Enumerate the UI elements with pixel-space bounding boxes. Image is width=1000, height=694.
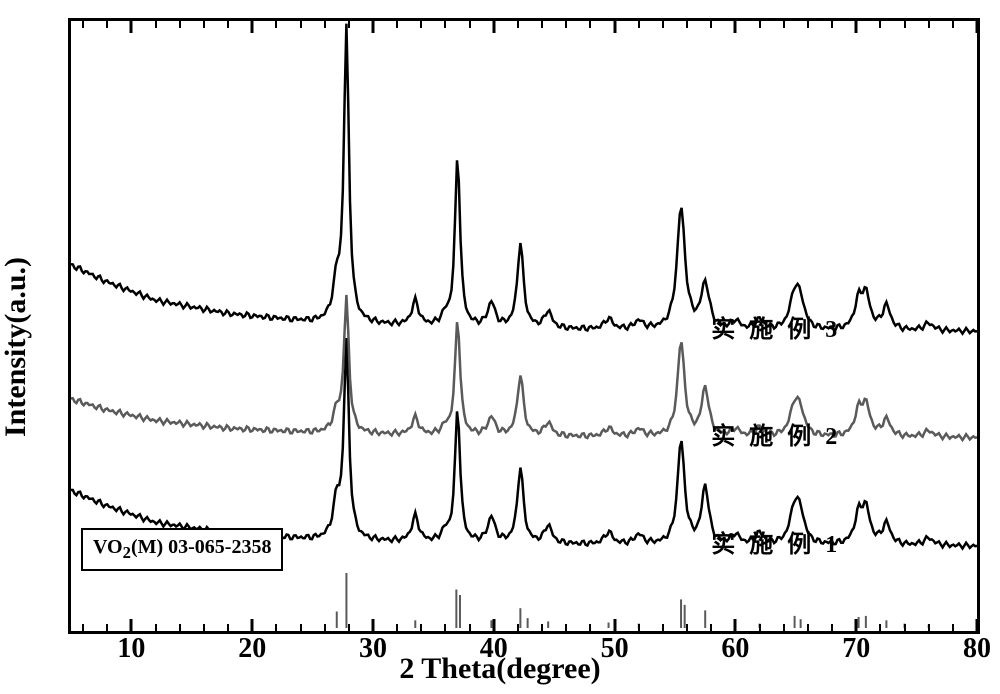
x-axis-label: 2 Theta(degree) [399,652,600,686]
xtick-label: 50 [601,633,629,665]
y-axis-label: Intensity(a.u.) [0,257,33,437]
xtick-label: 80 [963,633,991,665]
series-example-3 [71,24,977,334]
xtick-label: 70 [842,633,870,665]
xtick-label: 30 [359,633,387,665]
plot-area: VO2(M) 03-065-2358 1020304050607080实 施 例… [68,18,980,634]
xrd-figure: Intensity(a.u.) VO2(M) 03-065-2358 10203… [0,0,1000,694]
xtick-label: 10 [117,633,145,665]
series-example-3-label: 实 施 例 3 [711,309,841,344]
xtick-label: 20 [238,633,266,665]
series-example-1-label: 实 施 例 1 [711,524,841,559]
xtick-label: 60 [721,633,749,665]
reference-card: VO2(M) 03-065-2358 [81,528,283,571]
series-example-2-label: 实 施 例 2 [711,416,841,451]
reference-label: VO2(M) 03-065-2358 [93,536,271,558]
